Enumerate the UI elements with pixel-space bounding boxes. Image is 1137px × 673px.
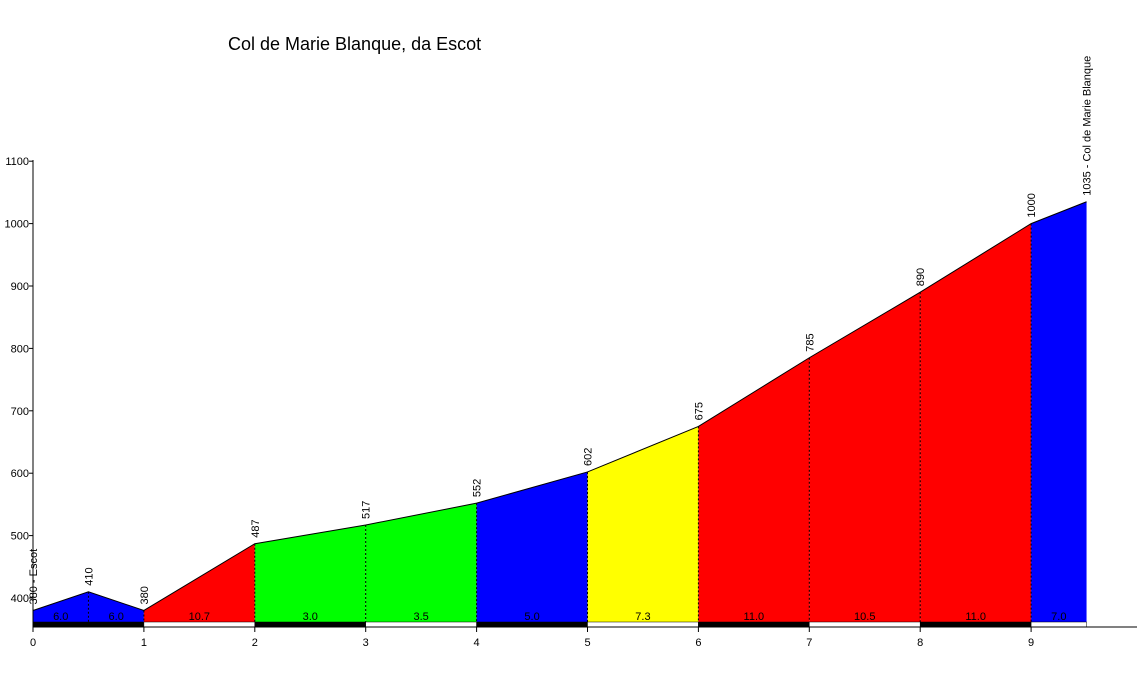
y-tick-label: 700 bbox=[11, 406, 29, 418]
gradient-label: 6.0 bbox=[53, 611, 68, 623]
elevation-label: 785 bbox=[804, 333, 816, 351]
y-tick-label: 500 bbox=[11, 531, 29, 543]
km-block bbox=[32, 621, 145, 628]
gradient-segment-3 bbox=[143, 543, 255, 622]
gradient-segment-9 bbox=[809, 292, 921, 622]
gradient-segment-fills bbox=[33, 201, 1087, 622]
x-tick-label: 3 bbox=[363, 637, 369, 649]
axes: 400 500 600 700 800 900 1000 1100 0 1 2 3 4 5 6 7 8 9 bbox=[5, 156, 1137, 649]
y-tick-label: 1000 bbox=[5, 219, 29, 231]
elevation-label: 1000 bbox=[1026, 193, 1038, 217]
gradient-segment-6 bbox=[476, 471, 588, 622]
gradient-label: 11.0 bbox=[744, 611, 765, 623]
elevation-labels: 380 - Escot 410 380 487 517 552 602 675 785 890 10… bbox=[28, 56, 1094, 605]
y-tick-label: 800 bbox=[11, 343, 29, 355]
profile-outline bbox=[32, 201, 1087, 612]
gradient-label: 7.0 bbox=[1051, 611, 1066, 623]
gradient-segment-2 bbox=[88, 591, 144, 622]
elevation-label: 552 bbox=[472, 479, 484, 497]
gradient-labels: 6.0 6.0 10.7 3.0 3.5 5.0 7.3 11.0 10.5 11.0 7.0 bbox=[53, 611, 1066, 623]
gradient-label: 11.0 bbox=[965, 611, 986, 623]
profile-line bbox=[32, 201, 1087, 612]
y-tick-label: 1100 bbox=[5, 156, 29, 168]
gradient-segment-10 bbox=[920, 223, 1032, 622]
elevation-label: 675 bbox=[693, 402, 705, 420]
gradient-label: 3.0 bbox=[303, 611, 318, 623]
x-tick-label: 2 bbox=[252, 637, 258, 649]
y-tick-label: 400 bbox=[11, 593, 29, 605]
y-tick-label: 900 bbox=[11, 281, 29, 293]
elevation-label: 380 bbox=[139, 586, 151, 604]
km-divider-lines bbox=[87, 223, 1032, 622]
elevation-label: 890 bbox=[915, 268, 927, 286]
elevation-label: 517 bbox=[361, 501, 373, 519]
elevation-label: 410 bbox=[83, 567, 95, 585]
gradient-label: 7.3 bbox=[635, 611, 650, 623]
x-tick-label: 5 bbox=[584, 637, 590, 649]
gradient-segment-11 bbox=[1031, 201, 1087, 622]
gradient-label: 3.5 bbox=[414, 611, 429, 623]
y-tick-label: 600 bbox=[11, 468, 29, 480]
gradient-label: 10.5 bbox=[854, 611, 875, 623]
x-tick-label: 9 bbox=[1028, 637, 1034, 649]
chart-title: Col de Marie Blanque, da Escot bbox=[228, 34, 482, 54]
x-tick-label: 4 bbox=[474, 637, 480, 649]
gradient-segment-1 bbox=[33, 591, 89, 622]
elevation-label: 602 bbox=[583, 448, 595, 466]
x-tick-label: 7 bbox=[806, 637, 812, 649]
gradient-label: 6.0 bbox=[109, 611, 124, 623]
elevation-label: 487 bbox=[250, 519, 262, 537]
gradient-segment-4 bbox=[254, 524, 366, 622]
gradient-segment-5 bbox=[365, 503, 477, 622]
elevation-label: 380 - Escot bbox=[28, 549, 40, 605]
elevation-label: 1035 - Col de Marie Blanque bbox=[1082, 56, 1094, 196]
gradient-label: 10.7 bbox=[189, 611, 210, 623]
x-tick-label: 8 bbox=[917, 637, 923, 649]
gradient-segment-7 bbox=[587, 426, 699, 622]
gradient-segment-8 bbox=[698, 357, 810, 622]
gradient-label: 5.0 bbox=[524, 611, 539, 623]
x-tick-label: 6 bbox=[695, 637, 701, 649]
x-tick-label: 1 bbox=[141, 637, 147, 649]
x-tick-label: 0 bbox=[30, 637, 36, 649]
